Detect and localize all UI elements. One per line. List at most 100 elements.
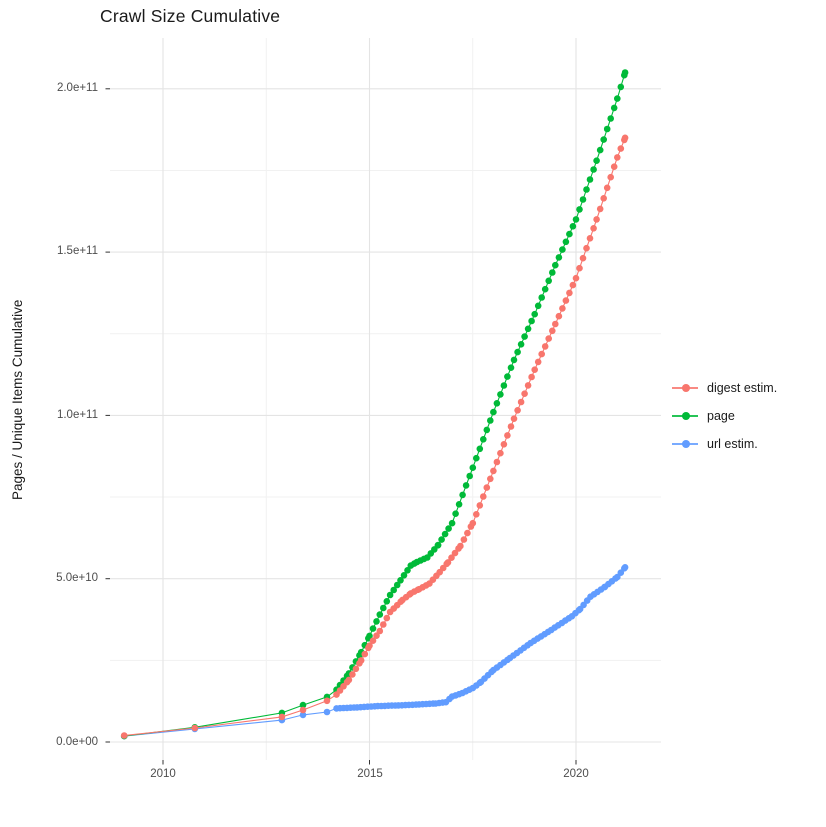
- data-point: [497, 391, 504, 398]
- data-point: [390, 586, 398, 594]
- data-point: [380, 604, 387, 612]
- y-tick-label-4: 2.0e+11: [56, 82, 98, 94]
- data-point: [369, 637, 377, 644]
- legend-key: [672, 406, 698, 425]
- data-point: [549, 327, 556, 335]
- data-point: [541, 285, 549, 293]
- data-point: [593, 216, 600, 223]
- data-point: [593, 157, 600, 164]
- data-point: [434, 541, 442, 549]
- data-point: [397, 577, 404, 584]
- data-point: [510, 356, 518, 364]
- data-point: [607, 115, 614, 122]
- data-point: [600, 195, 607, 202]
- data-point: [452, 510, 459, 517]
- data-point: [393, 581, 401, 589]
- data-point: [460, 536, 468, 543]
- legend-item-label: digest estim.: [707, 380, 778, 395]
- data-point: [531, 310, 538, 318]
- data-point: [448, 519, 456, 527]
- data-point: [345, 676, 353, 684]
- data-point: [579, 196, 587, 203]
- data-point: [383, 614, 391, 622]
- y-tick-label-2: 1.0e+11: [56, 409, 98, 421]
- series-line: [124, 566, 626, 737]
- data-point: [562, 297, 570, 304]
- data-point: [617, 145, 625, 152]
- y-tick-label-0: 0.0e+00: [56, 736, 98, 748]
- data-point: [610, 163, 618, 170]
- data-point: [534, 302, 542, 310]
- legend: digest estim. page url estim.: [672, 378, 822, 453]
- legend-item-url: url estim.: [672, 434, 822, 453]
- y-axis-title: Pages / Unique Items Cumulative: [10, 299, 25, 501]
- data-point: [438, 536, 445, 543]
- data-point: [299, 706, 307, 714]
- data-point: [507, 364, 515, 372]
- data-point: [524, 382, 532, 389]
- data-point: [621, 564, 629, 571]
- data-point: [464, 529, 471, 537]
- legend-dot-icon: [681, 411, 690, 420]
- data-point: [531, 366, 538, 374]
- data-point: [614, 154, 621, 161]
- legend-item-digest: digest estim.: [672, 378, 822, 397]
- data-point: [480, 493, 487, 500]
- data-point: [507, 423, 515, 430]
- data-point: [493, 458, 501, 466]
- data-point: [500, 441, 508, 448]
- data-point: [510, 415, 518, 423]
- data-point: [459, 491, 466, 499]
- data-point: [299, 701, 307, 709]
- data-point: [476, 502, 484, 509]
- data-point: [278, 713, 286, 721]
- y-tick-label-1: 5.0e+10: [56, 572, 98, 584]
- data-point: [323, 697, 331, 705]
- data-point: [445, 525, 452, 532]
- data-point: [469, 464, 477, 472]
- data-point: [569, 223, 577, 230]
- legend-item-label: page: [707, 408, 735, 423]
- data-point: [617, 569, 625, 576]
- data-point: [517, 341, 525, 348]
- data-point: [607, 173, 614, 181]
- x-tick-label-2015: 2015: [357, 768, 383, 780]
- data-point: [566, 230, 573, 238]
- data-point: [569, 281, 577, 289]
- data-point: [576, 264, 583, 272]
- data-point: [572, 274, 580, 282]
- series-line: [124, 137, 626, 737]
- data-point: [538, 350, 545, 358]
- data-point: [514, 348, 521, 356]
- chart-title: Crawl Size Cumulative: [100, 6, 281, 26]
- data-point: [457, 542, 464, 550]
- data-point: [504, 373, 511, 380]
- legend-item-page: page: [672, 406, 822, 425]
- legend-dot-icon: [681, 383, 690, 392]
- data-point: [462, 482, 470, 489]
- data-point: [614, 95, 621, 102]
- data-point: [299, 711, 307, 719]
- x-tick-label-2010: 2010: [150, 768, 176, 780]
- data-point: [369, 625, 377, 632]
- data-point: [552, 320, 559, 328]
- data-point: [473, 454, 480, 462]
- data-point: [483, 426, 491, 434]
- data-point: [323, 708, 331, 716]
- data-point: [466, 472, 474, 480]
- legend-item-label: url estim.: [707, 436, 758, 451]
- data-point: [469, 519, 477, 527]
- data-point: [541, 343, 549, 350]
- data-point: [603, 184, 611, 192]
- data-point: [366, 642, 373, 649]
- data-point: [538, 294, 545, 301]
- data-point: [524, 325, 532, 333]
- data-point: [373, 618, 380, 625]
- data-point: [500, 382, 508, 389]
- data-point: [487, 417, 494, 424]
- data-point: [476, 445, 484, 453]
- data-point: [504, 432, 511, 439]
- data-point: [473, 511, 480, 518]
- data-point: [480, 436, 487, 443]
